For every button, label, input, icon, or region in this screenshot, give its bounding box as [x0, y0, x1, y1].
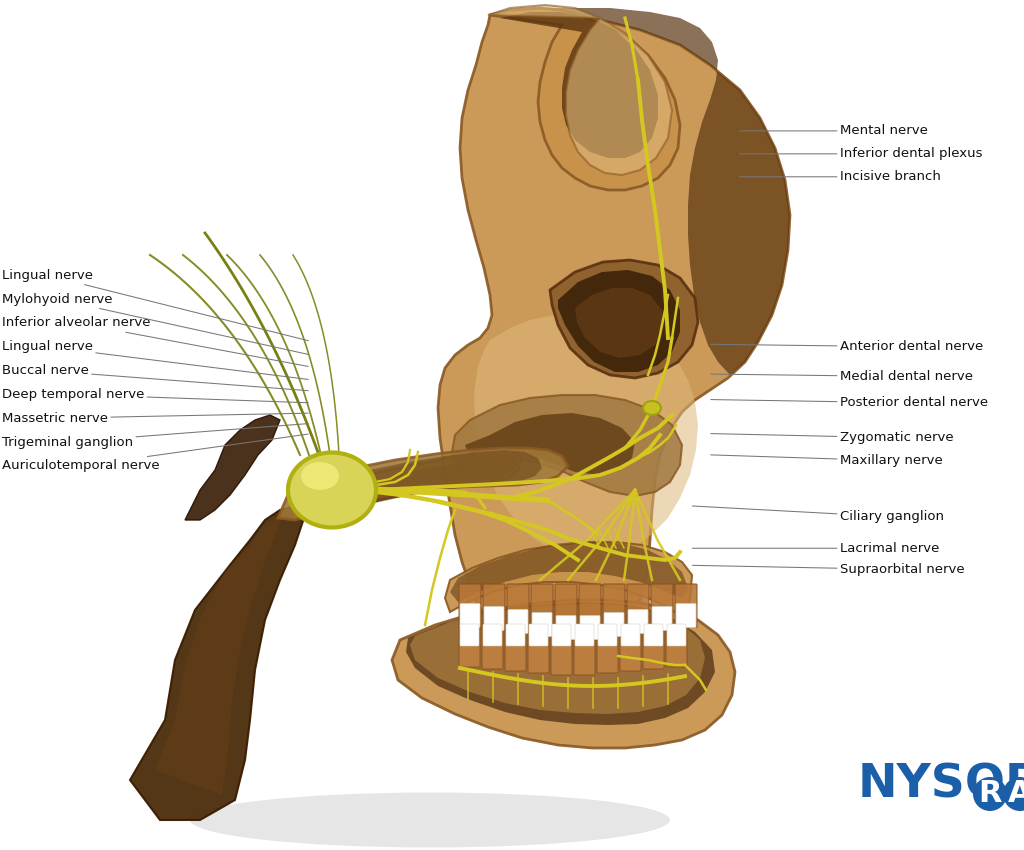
Ellipse shape: [643, 401, 662, 415]
FancyBboxPatch shape: [484, 607, 504, 631]
Polygon shape: [445, 542, 692, 618]
FancyBboxPatch shape: [597, 624, 618, 673]
Polygon shape: [490, 8, 680, 190]
FancyBboxPatch shape: [507, 584, 529, 633]
FancyBboxPatch shape: [460, 624, 479, 646]
FancyBboxPatch shape: [505, 624, 526, 671]
FancyBboxPatch shape: [575, 624, 594, 646]
Polygon shape: [490, 8, 790, 375]
FancyBboxPatch shape: [531, 584, 553, 637]
Polygon shape: [410, 604, 705, 714]
FancyBboxPatch shape: [628, 609, 648, 633]
Polygon shape: [500, 12, 658, 158]
Text: Supraorbital nerve: Supraorbital nerve: [692, 563, 965, 576]
Text: Mylohyoid nerve: Mylohyoid nerve: [2, 292, 308, 354]
Ellipse shape: [288, 452, 376, 528]
Ellipse shape: [301, 462, 339, 490]
Text: Deep temporal nerve: Deep temporal nerve: [2, 388, 308, 403]
FancyBboxPatch shape: [483, 584, 505, 631]
Polygon shape: [130, 500, 310, 820]
Text: Incisive branch: Incisive branch: [739, 170, 941, 184]
FancyBboxPatch shape: [579, 584, 601, 639]
Text: Posterior dental nerve: Posterior dental nerve: [711, 396, 988, 410]
FancyBboxPatch shape: [675, 584, 697, 627]
FancyBboxPatch shape: [532, 613, 552, 637]
Text: Inferior dental plexus: Inferior dental plexus: [739, 147, 982, 161]
FancyBboxPatch shape: [529, 624, 548, 646]
FancyBboxPatch shape: [551, 624, 572, 675]
Text: Lingual nerve: Lingual nerve: [2, 269, 308, 341]
FancyBboxPatch shape: [666, 624, 687, 667]
Polygon shape: [290, 448, 522, 518]
Text: Anterior dental nerve: Anterior dental nerve: [711, 340, 983, 354]
FancyBboxPatch shape: [676, 604, 696, 627]
FancyBboxPatch shape: [580, 615, 600, 639]
Polygon shape: [278, 448, 568, 520]
Text: Massetric nerve: Massetric nerve: [2, 411, 308, 425]
Text: Lacrimal nerve: Lacrimal nerve: [692, 541, 939, 555]
Polygon shape: [488, 5, 672, 175]
FancyBboxPatch shape: [643, 624, 664, 669]
FancyBboxPatch shape: [627, 584, 649, 633]
Polygon shape: [185, 415, 280, 520]
FancyBboxPatch shape: [483, 624, 502, 646]
Text: NYSORA: NYSORA: [858, 763, 1024, 808]
FancyBboxPatch shape: [620, 624, 641, 671]
FancyBboxPatch shape: [604, 613, 624, 637]
FancyBboxPatch shape: [598, 624, 617, 646]
FancyBboxPatch shape: [459, 584, 481, 627]
FancyBboxPatch shape: [555, 584, 577, 639]
FancyBboxPatch shape: [667, 624, 686, 646]
Text: Ciliary ganglion: Ciliary ganglion: [692, 506, 944, 524]
FancyBboxPatch shape: [552, 624, 571, 646]
Polygon shape: [575, 288, 662, 358]
Text: Zygomatic nerve: Zygomatic nerve: [711, 431, 953, 445]
Polygon shape: [474, 315, 698, 560]
FancyBboxPatch shape: [621, 624, 640, 646]
Text: A: A: [1009, 779, 1024, 808]
FancyBboxPatch shape: [506, 624, 525, 646]
FancyBboxPatch shape: [574, 624, 595, 675]
FancyBboxPatch shape: [528, 624, 549, 673]
Polygon shape: [406, 602, 715, 725]
FancyBboxPatch shape: [459, 624, 480, 667]
Polygon shape: [452, 395, 682, 496]
Polygon shape: [465, 413, 635, 475]
Text: Lingual nerve: Lingual nerve: [2, 340, 308, 379]
Polygon shape: [155, 512, 285, 795]
Circle shape: [1002, 777, 1024, 811]
FancyBboxPatch shape: [651, 584, 673, 631]
FancyBboxPatch shape: [508, 609, 528, 633]
Polygon shape: [392, 600, 735, 748]
Text: Trigeminal ganglion: Trigeminal ganglion: [2, 423, 308, 449]
Text: R: R: [978, 779, 1001, 808]
Text: Maxillary nerve: Maxillary nerve: [711, 454, 942, 468]
Polygon shape: [450, 542, 688, 602]
FancyBboxPatch shape: [603, 584, 625, 637]
FancyBboxPatch shape: [460, 604, 480, 627]
Text: Inferior alveolar nerve: Inferior alveolar nerve: [2, 316, 308, 366]
Circle shape: [973, 777, 1007, 811]
Polygon shape: [550, 260, 698, 378]
Polygon shape: [438, 12, 790, 652]
Ellipse shape: [318, 484, 366, 519]
Text: Mental nerve: Mental nerve: [739, 124, 928, 138]
Text: Medial dental nerve: Medial dental nerve: [711, 370, 973, 383]
Polygon shape: [558, 270, 680, 372]
Ellipse shape: [190, 792, 670, 847]
Polygon shape: [300, 450, 542, 520]
FancyBboxPatch shape: [556, 615, 575, 639]
FancyBboxPatch shape: [644, 624, 663, 646]
FancyBboxPatch shape: [482, 624, 503, 669]
Text: Auriculotemporal nerve: Auriculotemporal nerve: [2, 434, 308, 473]
Text: Buccal nerve: Buccal nerve: [2, 364, 308, 391]
Polygon shape: [300, 455, 518, 515]
FancyBboxPatch shape: [652, 607, 672, 631]
